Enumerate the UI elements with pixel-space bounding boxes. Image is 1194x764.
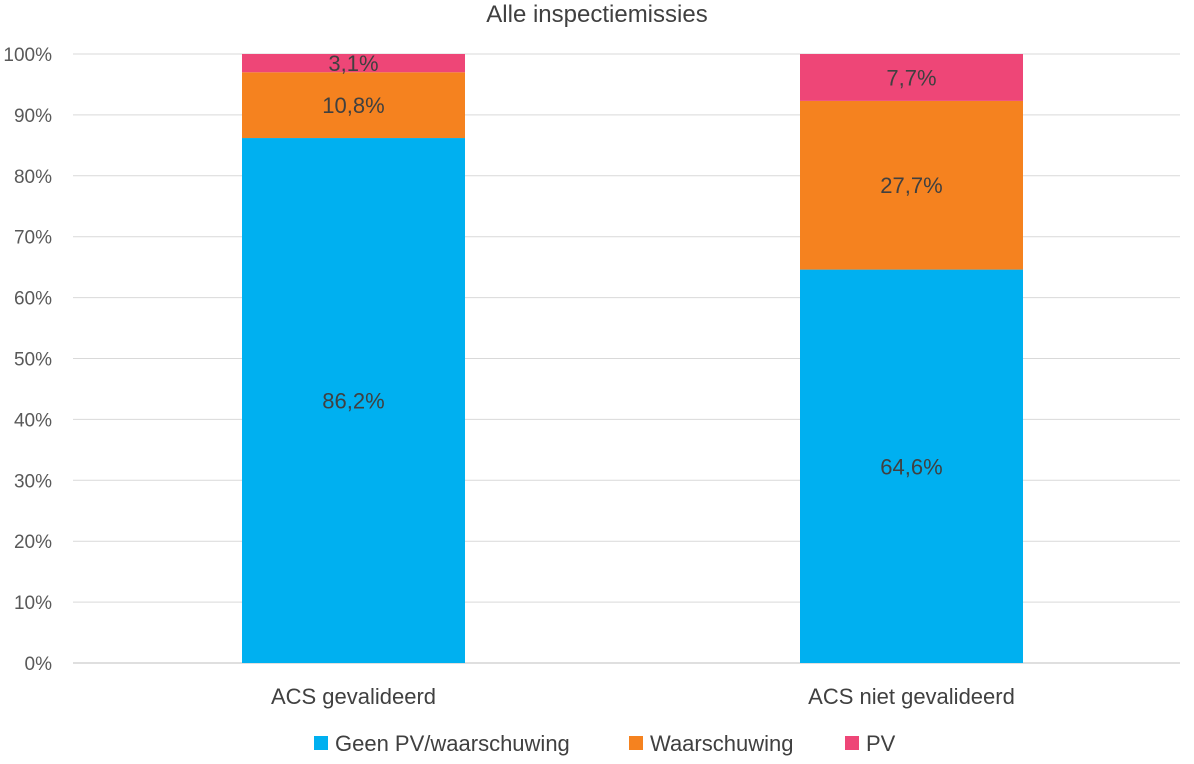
bar-segment [242, 138, 465, 664]
y-tick-label: 0% [25, 654, 53, 675]
y-tick-label: 60% [14, 289, 52, 310]
y-tick-label: 100% [3, 45, 52, 66]
legend-swatch [314, 736, 328, 750]
legend-swatch [629, 736, 643, 750]
data-label: 64,6% [880, 454, 942, 479]
y-tick-label: 70% [14, 228, 52, 249]
y-tick-label: 40% [14, 410, 52, 431]
data-labels: 86,2% 10,8% 3,1% 64,6% 27,7% 7,7% [322, 51, 942, 479]
chart-title: Alle inspectiemissies [486, 1, 707, 28]
x-axis-category-labels: ACS gevalideerd ACS niet gevalideerd [271, 684, 1015, 709]
legend-entry: PV [866, 731, 896, 756]
y-tick-label: 80% [14, 167, 52, 188]
bar-segment [242, 54, 465, 73]
legend-entry: Waarschuwing [650, 731, 793, 756]
bar-segment [800, 269, 1023, 663]
y-tick-label: 30% [14, 471, 52, 492]
bar-segment [800, 100, 1023, 270]
legend-entry: Geen PV/waarschuwing [335, 731, 570, 756]
y-tick-label: 50% [14, 350, 52, 371]
bar-segment [242, 72, 465, 139]
data-label: 7,7% [886, 65, 936, 90]
category-label: ACS niet gevalideerd [808, 684, 1015, 709]
y-tick-label: 20% [14, 532, 52, 553]
y-tick-label: 90% [14, 106, 52, 127]
y-axis-tick-labels: 0% 10% 20% 30% 40% 50% 60% 70% 80% 90% 100% [3, 45, 52, 675]
data-label: 10,8% [322, 93, 384, 118]
data-label: 27,7% [880, 173, 942, 198]
bars [242, 54, 1023, 664]
bar-segment [800, 54, 1023, 101]
y-tick-label: 10% [14, 593, 52, 614]
legend-swatch [845, 736, 859, 750]
data-label: 3,1% [328, 51, 378, 76]
category-label: ACS gevalideerd [271, 684, 436, 709]
data-label: 86,2% [322, 389, 384, 414]
legend: Geen PV/waarschuwing Waarschuwing PV [314, 731, 896, 756]
